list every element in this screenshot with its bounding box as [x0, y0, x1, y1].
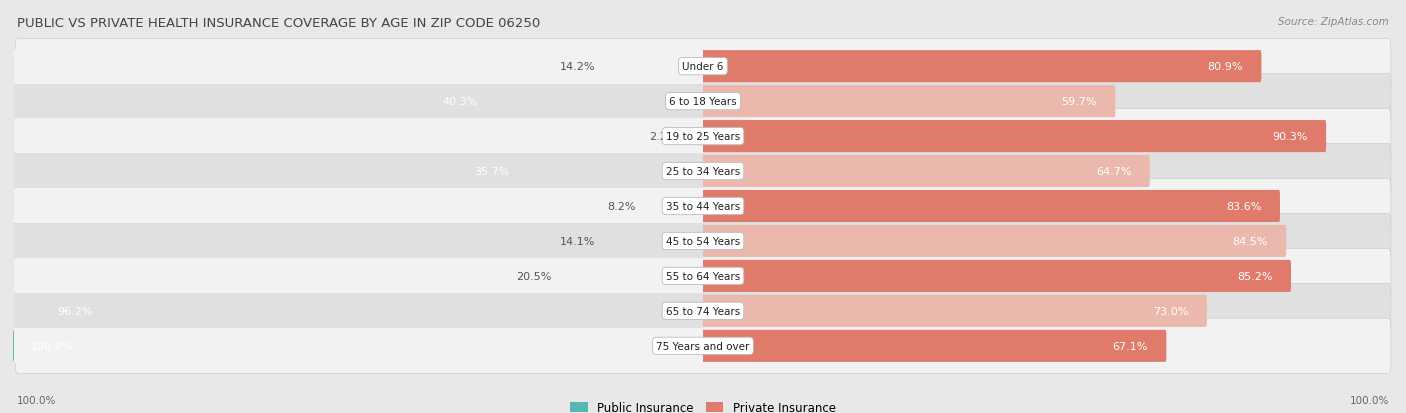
Text: 19 to 25 Years: 19 to 25 Years: [666, 132, 740, 142]
Text: 20.5%: 20.5%: [516, 271, 551, 281]
FancyBboxPatch shape: [39, 295, 704, 327]
Text: 6 to 18 Years: 6 to 18 Years: [669, 97, 737, 107]
Text: 67.1%: 67.1%: [1112, 341, 1149, 351]
Text: 83.6%: 83.6%: [1226, 202, 1261, 211]
FancyBboxPatch shape: [15, 214, 1391, 269]
Text: 8.2%: 8.2%: [607, 202, 636, 211]
Text: 100.0%: 100.0%: [17, 395, 56, 405]
FancyBboxPatch shape: [686, 121, 704, 153]
Bar: [14, 259, 703, 294]
Text: 73.0%: 73.0%: [1153, 306, 1188, 316]
Text: 2.2%: 2.2%: [650, 132, 678, 142]
Bar: [14, 154, 703, 189]
Text: 14.2%: 14.2%: [560, 62, 595, 72]
Bar: [14, 329, 703, 363]
FancyBboxPatch shape: [700, 86, 1115, 118]
FancyBboxPatch shape: [15, 179, 1391, 234]
FancyBboxPatch shape: [700, 190, 1279, 223]
Text: Under 6: Under 6: [682, 62, 724, 72]
Text: 40.3%: 40.3%: [443, 97, 478, 107]
Text: 85.2%: 85.2%: [1237, 271, 1272, 281]
Text: 65 to 74 Years: 65 to 74 Years: [666, 306, 740, 316]
Text: PUBLIC VS PRIVATE HEALTH INSURANCE COVERAGE BY AGE IN ZIP CODE 06250: PUBLIC VS PRIVATE HEALTH INSURANCE COVER…: [17, 17, 540, 29]
Text: 80.9%: 80.9%: [1208, 62, 1243, 72]
FancyBboxPatch shape: [700, 260, 1291, 292]
Bar: [14, 50, 703, 84]
FancyBboxPatch shape: [13, 330, 704, 362]
FancyBboxPatch shape: [15, 249, 1391, 304]
Text: 55 to 64 Years: 55 to 64 Years: [666, 271, 740, 281]
FancyBboxPatch shape: [605, 225, 704, 257]
Text: 64.7%: 64.7%: [1097, 166, 1132, 177]
Text: 90.3%: 90.3%: [1272, 132, 1308, 142]
FancyBboxPatch shape: [645, 190, 704, 223]
Text: 84.5%: 84.5%: [1233, 236, 1268, 247]
FancyBboxPatch shape: [700, 51, 1261, 83]
FancyBboxPatch shape: [425, 86, 704, 118]
FancyBboxPatch shape: [700, 330, 1167, 362]
Text: 14.1%: 14.1%: [560, 236, 596, 247]
Text: 96.2%: 96.2%: [58, 306, 93, 316]
FancyBboxPatch shape: [15, 74, 1391, 129]
Legend: Public Insurance, Private Insurance: Public Insurance, Private Insurance: [571, 401, 835, 413]
Bar: [14, 224, 703, 259]
Bar: [14, 119, 703, 154]
FancyBboxPatch shape: [15, 40, 1391, 95]
FancyBboxPatch shape: [700, 156, 1150, 188]
Text: 100.0%: 100.0%: [1350, 395, 1389, 405]
FancyBboxPatch shape: [700, 225, 1286, 257]
FancyBboxPatch shape: [605, 51, 704, 83]
FancyBboxPatch shape: [700, 295, 1206, 327]
FancyBboxPatch shape: [15, 318, 1391, 373]
FancyBboxPatch shape: [561, 260, 704, 292]
Text: 75 Years and over: 75 Years and over: [657, 341, 749, 351]
Bar: [14, 294, 703, 328]
FancyBboxPatch shape: [15, 284, 1391, 339]
Text: 25 to 34 Years: 25 to 34 Years: [666, 166, 740, 177]
FancyBboxPatch shape: [15, 144, 1391, 199]
Text: 59.7%: 59.7%: [1062, 97, 1097, 107]
Text: Source: ZipAtlas.com: Source: ZipAtlas.com: [1278, 17, 1389, 26]
FancyBboxPatch shape: [15, 109, 1391, 164]
Text: 35 to 44 Years: 35 to 44 Years: [666, 202, 740, 211]
Text: 45 to 54 Years: 45 to 54 Years: [666, 236, 740, 247]
Text: 100.0%: 100.0%: [31, 341, 73, 351]
Bar: [14, 189, 703, 224]
Text: 35.7%: 35.7%: [474, 166, 509, 177]
FancyBboxPatch shape: [456, 156, 704, 188]
Bar: [14, 85, 703, 119]
FancyBboxPatch shape: [700, 121, 1326, 153]
